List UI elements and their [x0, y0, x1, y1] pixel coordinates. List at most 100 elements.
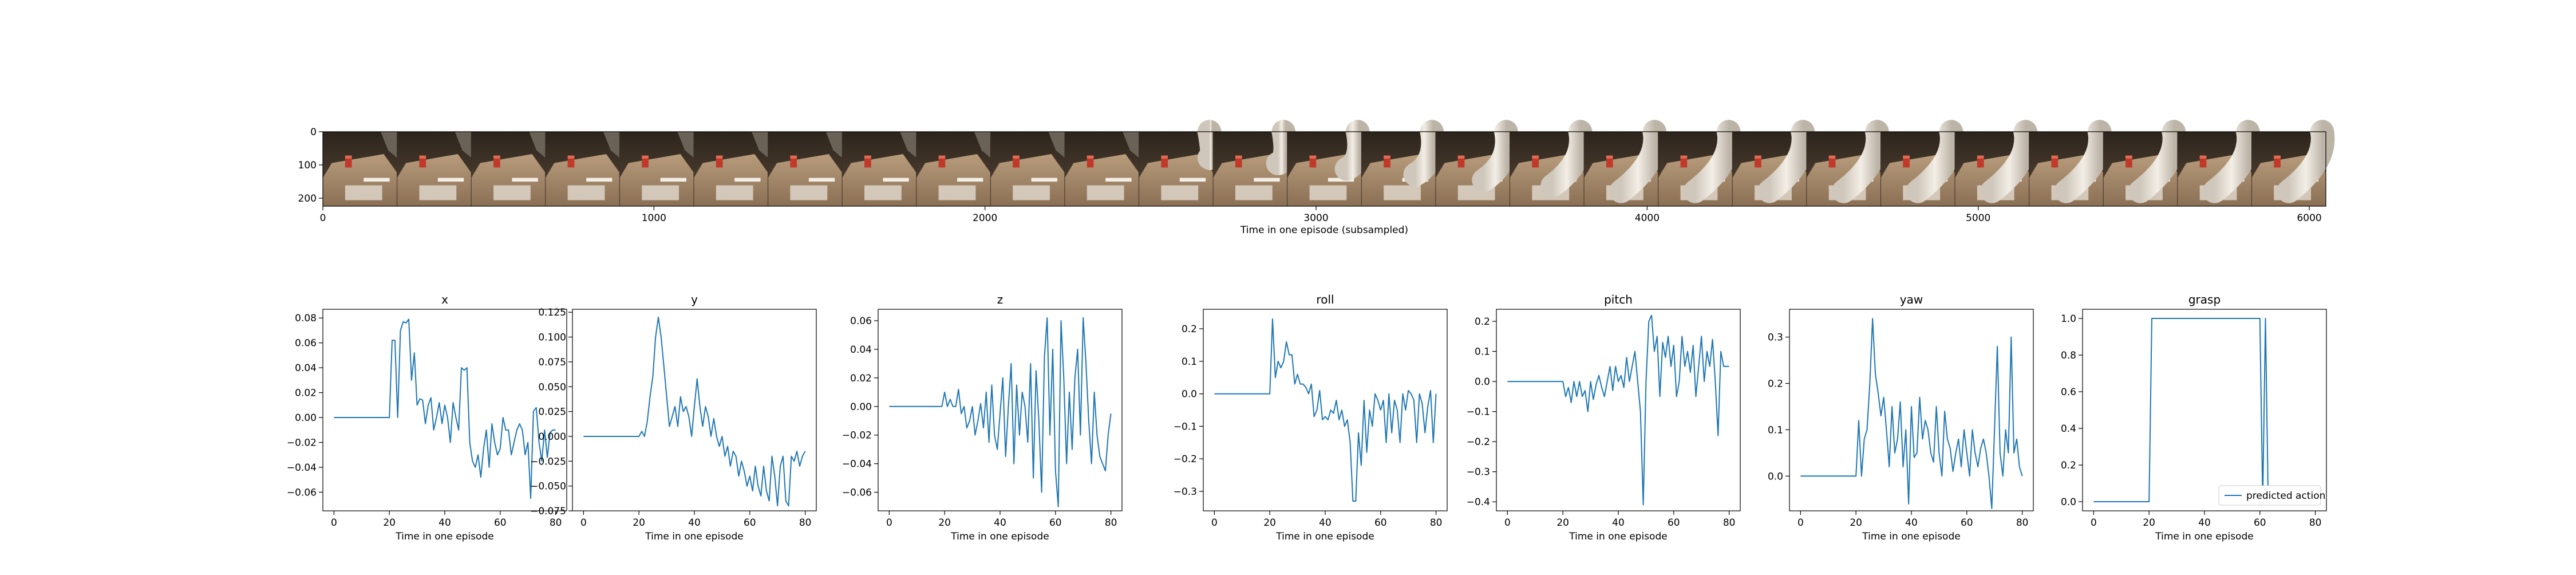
red-block-object: [1457, 155, 1465, 168]
white-bar-object: [957, 178, 983, 182]
episode-frame: [1139, 120, 1224, 206]
series-line: [1214, 318, 1437, 502]
red-block-top: [493, 155, 500, 159]
y-tick-label: 0.0: [1475, 376, 1490, 388]
plot-area: [1203, 309, 1448, 511]
red-block-top: [716, 155, 723, 159]
red-block-object: [1013, 155, 1020, 168]
red-block-object: [1086, 155, 1094, 168]
robot-arm: [1334, 120, 1371, 181]
red-block-top: [1013, 155, 1020, 159]
chart-y: 0 20 40 60 80−0.075−0.050−0.0250.0000.0250.0…: [530, 293, 817, 542]
episode-frame: [916, 132, 991, 206]
x-axis-label: Time in one episode: [1275, 531, 1374, 542]
episode-frame: [2103, 120, 2187, 206]
x-tick-label: 40: [2198, 517, 2211, 529]
red-block-object: [1532, 155, 1539, 168]
episode-frame: [1435, 120, 1519, 206]
paper-sheet: [345, 185, 382, 200]
y-tick-label: −0.3: [1467, 467, 1490, 478]
episode-frame: [1583, 120, 1667, 206]
paper-sheet: [790, 185, 828, 200]
frames-x-tick-label: 5000: [1966, 212, 1990, 224]
y-tick-label: 0.00: [850, 401, 872, 413]
episode-frame: [545, 132, 620, 206]
y-tick-label: 0.06: [295, 338, 317, 349]
red-block-object: [2199, 155, 2207, 168]
episode-frame: [1361, 120, 1445, 206]
episode-frame: [1806, 120, 1890, 206]
x-tick-label: 60: [1961, 517, 1973, 529]
episode-frame: [841, 132, 916, 206]
chart-x: 0 20 40 60 80 −0.06 −0.04 −0.02 0.00 0.02 0.04 0.06…: [287, 293, 567, 542]
plot-area: [2082, 309, 2327, 511]
red-block-object: [864, 155, 871, 168]
episode-frame: [619, 132, 694, 206]
robot-base: [1048, 132, 1065, 158]
y-tick-label: 0.4: [2061, 423, 2076, 435]
red-block-top: [864, 155, 871, 159]
red-block-top: [938, 155, 946, 159]
paper-sheet: [493, 185, 531, 200]
frames-x-tick-label: 1000: [642, 212, 666, 224]
y-tick-label: −0.2: [1174, 454, 1197, 465]
y-tick-label: −0.1: [1174, 421, 1197, 432]
legend-label: predicted action: [2246, 490, 2325, 502]
chart-title: roll: [1316, 293, 1334, 306]
frames-x-tick-label: 6000: [2297, 212, 2321, 224]
y-tick-label: 0.075: [538, 357, 566, 368]
x-tick-label: 0: [580, 517, 587, 529]
robot-arm: [1266, 120, 1297, 175]
frames-x-tick-label: 2000: [973, 212, 997, 224]
red-block-object: [2274, 155, 2281, 168]
robot-base: [825, 132, 843, 158]
y-tick-label: 0.08: [295, 313, 317, 324]
frames-x-tick-label: 0: [320, 212, 326, 224]
x-tick-label: 20: [1263, 517, 1276, 529]
red-block-object: [1606, 155, 1613, 168]
red-block-top: [1903, 155, 1910, 159]
red-block-top: [2125, 155, 2132, 159]
white-bar-object: [1327, 178, 1354, 182]
y-tick-label: 0.125: [538, 307, 566, 318]
episode-frame: [1212, 120, 1297, 206]
y-tick-label: 0.02: [295, 388, 317, 399]
episode-frame: [768, 132, 843, 206]
x-tick-label: 60: [1668, 517, 1680, 529]
red-block-top: [1977, 155, 1984, 159]
paper-sheet: [1235, 185, 1273, 200]
red-block-top: [1755, 155, 1761, 159]
red-block-object: [345, 155, 352, 168]
x-tick-label: 20: [938, 517, 951, 529]
frames-x-axis-label: Time in one episode (subsampled): [1240, 225, 1408, 236]
y-tick-label: 0.2: [1182, 324, 1197, 335]
white-bar-object: [1105, 178, 1132, 182]
x-tick-label: 60: [1049, 517, 1062, 529]
red-block-object: [1384, 155, 1390, 168]
y-tick-label: 0.2: [1475, 316, 1490, 328]
paper-sheet: [642, 185, 679, 200]
white-bar-object: [808, 178, 835, 182]
x-tick-label: 40: [1319, 517, 1332, 529]
x-tick-label: 20: [633, 517, 645, 529]
white-bar-object: [586, 178, 613, 182]
x-axis-label: Time in one episode: [645, 531, 743, 542]
red-block-object: [419, 155, 426, 168]
y-tick-label: 0.04: [295, 363, 317, 374]
paper-sheet: [716, 185, 753, 200]
white-bar-object: [660, 178, 687, 182]
robot-arm: [2202, 120, 2261, 203]
robot-arm: [1403, 120, 1445, 187]
y-tick-label: −0.02: [842, 430, 872, 442]
y-tick-label: −0.06: [842, 487, 872, 499]
x-tick-label: 60: [2254, 517, 2266, 529]
x-tick-label: 80: [2309, 517, 2322, 529]
x-tick-label: 80: [1430, 517, 1443, 529]
plot-area: [322, 309, 567, 511]
x-tick-label: 80: [1105, 517, 1117, 529]
frames-border: [322, 131, 2326, 207]
chart-title: grasp: [2188, 293, 2221, 306]
robot-arm: [1609, 120, 1667, 203]
